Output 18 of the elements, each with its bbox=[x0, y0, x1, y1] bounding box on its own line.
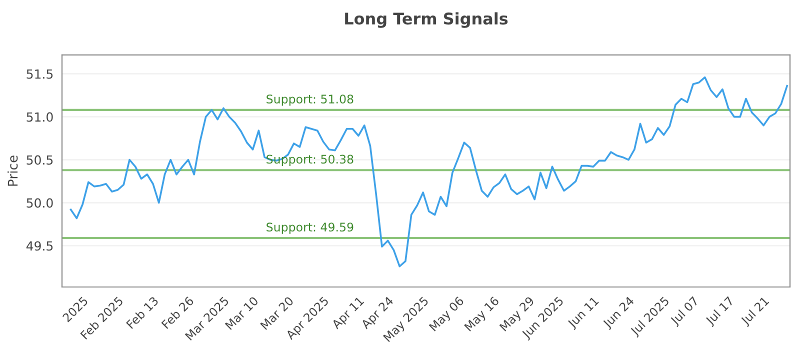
ref-line-label: Support: 49.59 bbox=[266, 222, 354, 234]
line-series bbox=[70, 76, 788, 268]
y-tick-label: 50.0 bbox=[26, 198, 53, 208]
y-tick-label: 50.5 bbox=[26, 155, 53, 165]
x-tick-label: Feb 13 bbox=[126, 296, 159, 330]
chart-title: Long Term Signals bbox=[345, 12, 508, 28]
y-tick-label: 51.5 bbox=[26, 69, 53, 79]
ref-line-label: Support: 50.38 bbox=[266, 154, 354, 166]
x-tick-label: Jul 07 bbox=[669, 296, 700, 328]
y-axis-title: Price bbox=[8, 156, 18, 186]
x-tick-label: Feb 26 bbox=[160, 296, 194, 330]
x-tick-label: Jun 11 bbox=[566, 296, 601, 330]
y-tick-label: 51.0 bbox=[26, 112, 53, 122]
y-tick-label: 49.5 bbox=[26, 241, 53, 251]
x-tick-label: Jul 17 bbox=[704, 296, 736, 328]
x-tick-label: Mar 20 bbox=[260, 296, 294, 330]
x-tick-label: Jul 21 bbox=[740, 296, 771, 328]
ref-line-label: Support: 51.08 bbox=[266, 94, 354, 106]
